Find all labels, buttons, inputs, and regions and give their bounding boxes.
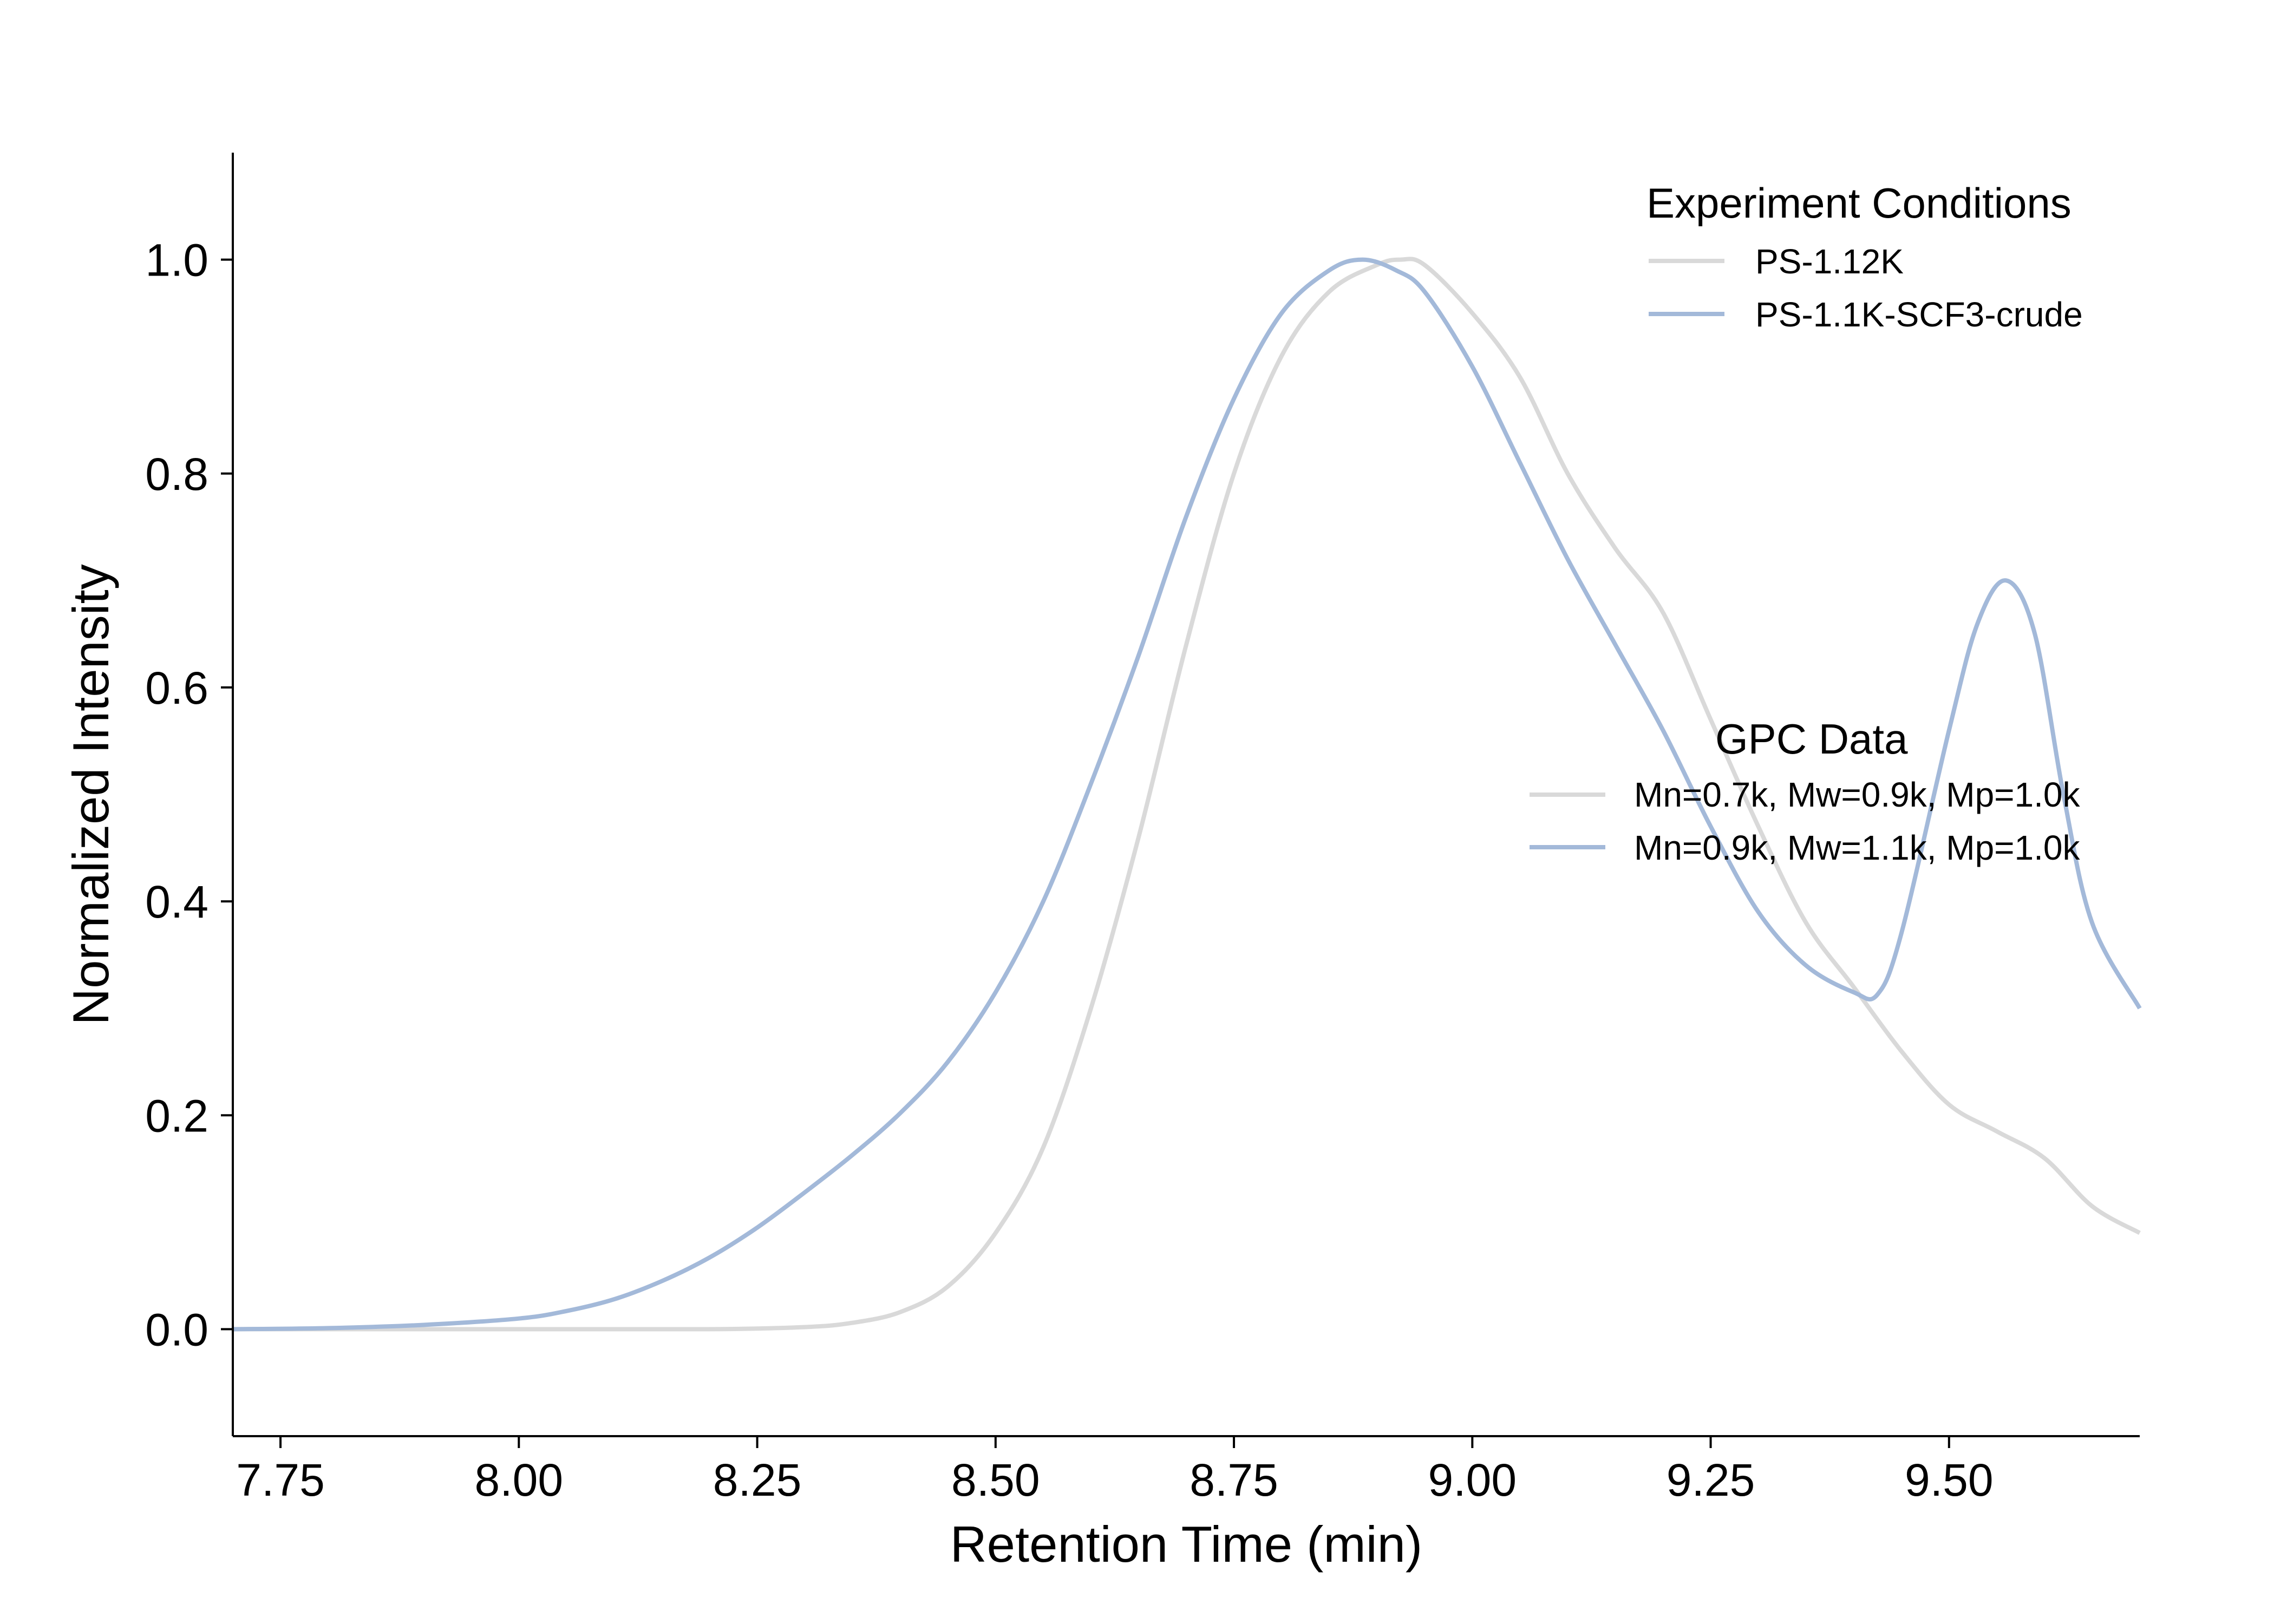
legend-title: GPC Data bbox=[1715, 715, 1908, 763]
x-tick-label: 8.50 bbox=[951, 1455, 1040, 1505]
x-tick-label: 8.25 bbox=[713, 1455, 802, 1505]
legend-experiment-conditions: Experiment Conditions PS-1.12K PS-1.1K-S… bbox=[1646, 179, 2083, 334]
y-ticks: 0.0 0.2 0.4 0.6 0.8 1.0 bbox=[145, 235, 233, 1355]
legend-title: Experiment Conditions bbox=[1646, 179, 2072, 227]
series-line-2 bbox=[232, 257, 2142, 1332]
y-tick-label: 0.4 bbox=[145, 876, 208, 927]
series-layer bbox=[232, 257, 2142, 1332]
series-line-1 bbox=[233, 257, 2141, 1332]
legend-label: Mn=0.7k, Mw=0.9k, Mp=1.0k bbox=[1634, 775, 2081, 814]
y-tick-label: 1.0 bbox=[145, 235, 208, 286]
x-tick-label: 7.75 bbox=[236, 1455, 325, 1505]
y-tick-label: 0.6 bbox=[145, 663, 208, 713]
x-tick-label: 9.25 bbox=[1667, 1455, 1755, 1505]
legend-label: Mn=0.9k, Mw=1.1k, Mp=1.0k bbox=[1634, 828, 2081, 867]
axes bbox=[232, 153, 2140, 1437]
y-tick-label: 0.0 bbox=[145, 1304, 208, 1355]
x-tick-label: 8.75 bbox=[1190, 1455, 1278, 1505]
y-tick-label: 0.2 bbox=[145, 1090, 208, 1141]
x-tick-label: 9.00 bbox=[1428, 1455, 1517, 1505]
y-axis-title: Normalized Intensity bbox=[62, 564, 119, 1025]
x-tick-label: 8.00 bbox=[475, 1455, 564, 1505]
x-axis-title: Retention Time (min) bbox=[950, 1516, 1422, 1573]
legend-label: PS-1.1K-SCF3-crude bbox=[1755, 295, 2083, 334]
legend-label: PS-1.12K bbox=[1755, 242, 1904, 281]
x-ticks: 7.75 8.00 8.25 8.50 8.75 9.00 9.25 9.50 bbox=[236, 1436, 1994, 1505]
x-tick-label: 9.50 bbox=[1905, 1455, 1994, 1505]
y-tick-label: 0.8 bbox=[145, 449, 208, 500]
legend-gpc-data: GPC Data Mn=0.7k, Mw=0.9k, Mp=1.0k Mn=0.… bbox=[1530, 715, 2081, 867]
